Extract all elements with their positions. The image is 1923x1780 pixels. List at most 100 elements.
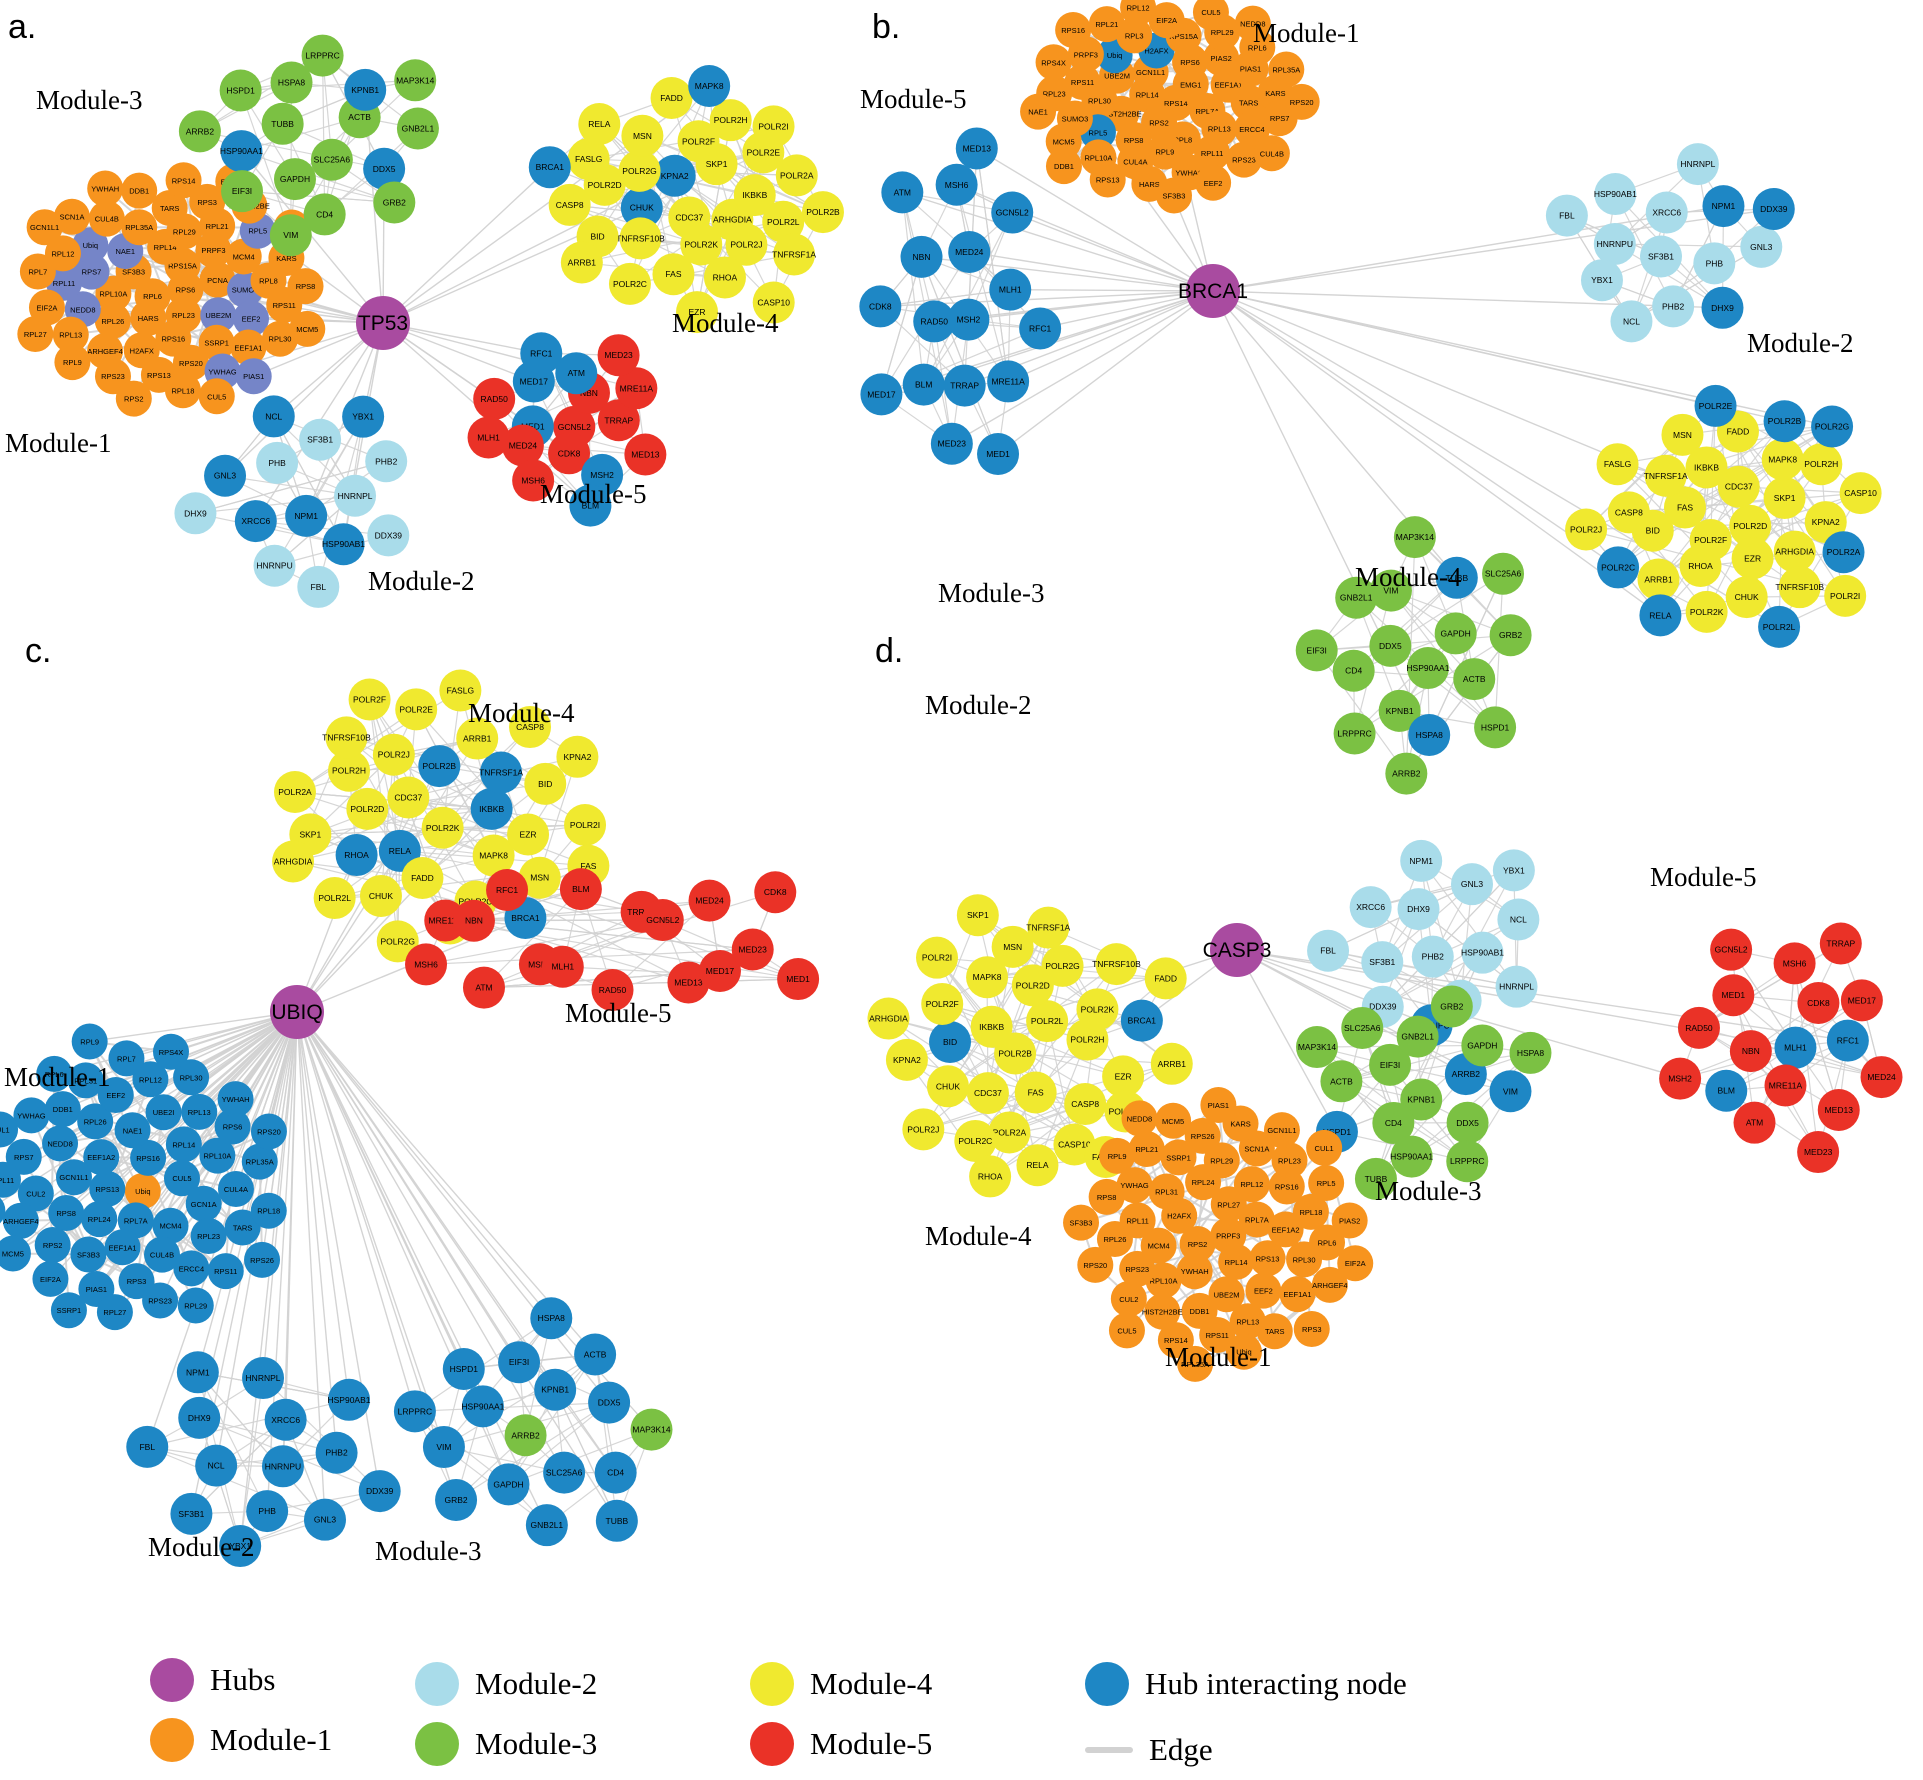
node-label: EIF2A xyxy=(1345,1259,1366,1268)
node-label: LRPPRC xyxy=(1450,1156,1484,1166)
node-label: CDC37 xyxy=(974,1088,1002,1098)
node-label: EZR xyxy=(520,830,537,840)
node-label: SKP1 xyxy=(299,829,321,839)
node-label: EMG1 xyxy=(1180,80,1201,89)
node-label: RPL11 xyxy=(0,1176,14,1185)
node-label: ARRB2 xyxy=(511,1430,540,1440)
node-label: ACTB xyxy=(1330,1076,1353,1086)
node-label: RHOA xyxy=(344,850,369,860)
node-label: CD4 xyxy=(1385,1118,1402,1128)
node-label: POLR2G xyxy=(622,166,657,176)
node-label: ACTB xyxy=(1463,674,1486,684)
node-label: POLR2F xyxy=(926,999,959,1009)
node-label: TUBB xyxy=(271,119,294,129)
node-label: GNB2L1 xyxy=(1401,1032,1434,1042)
node-label: PRPF3 xyxy=(1074,50,1098,59)
node-label: POLR2C xyxy=(613,279,647,289)
node-label: MED1 xyxy=(786,974,810,984)
node-label: EEF2 xyxy=(1204,179,1223,188)
node-label: GAPDH xyxy=(1467,1040,1497,1050)
module-label-module-5: Module-5 xyxy=(860,84,966,114)
node-label: SF3B3 xyxy=(77,1250,100,1259)
node-label: CUL2 xyxy=(1119,1295,1138,1304)
node-label: GRB2 xyxy=(444,1495,467,1505)
hub-label: TP53 xyxy=(358,312,408,335)
nodes-layer: PHB2DHX9HSP90AB1SF3B1GNL3PHBXRCC6NCLDDX3… xyxy=(867,840,1902,1382)
module3-swatch-icon xyxy=(415,1722,459,1766)
node-label: RPL7 xyxy=(28,268,47,277)
node-label: POLR2K xyxy=(1081,1004,1115,1014)
node-label: BRCA1 xyxy=(511,913,540,923)
node-label: H2AFX xyxy=(1167,1212,1191,1221)
node-label: RPS13 xyxy=(1256,1254,1280,1263)
node-label: MAP3K14 xyxy=(396,75,435,85)
node-label: POLR2C xyxy=(958,1136,992,1146)
node-label: MED13 xyxy=(631,450,660,460)
node-label: RPL12 xyxy=(139,1075,162,1084)
node-label: GAPDH xyxy=(493,1479,523,1489)
node-label: IKBKB xyxy=(979,1022,1004,1032)
node-label: EEF2 xyxy=(242,315,261,324)
node-label: POLR2E xyxy=(1699,401,1733,411)
node-label: RPL30 xyxy=(269,335,292,344)
node-label: RPS2 xyxy=(1188,1240,1208,1249)
node-label: MED24 xyxy=(695,896,724,906)
node-label: POLR2D xyxy=(588,180,622,190)
node-label: RPL12 xyxy=(1127,3,1150,12)
node-label: RPS23 xyxy=(101,372,125,381)
legend-label: Module-1 xyxy=(210,1722,332,1758)
node-label: TUBB xyxy=(606,1516,629,1526)
node-label: YWHAG xyxy=(208,367,237,376)
node-label: VIM xyxy=(436,1442,451,1452)
node-label: FADD xyxy=(1154,973,1177,983)
node-label: PHB2 xyxy=(325,1448,347,1458)
node-label: EEF1A1 xyxy=(234,343,262,352)
node-label: RPL5 xyxy=(248,227,267,236)
node-label: LRPPRC xyxy=(305,51,339,61)
legend-item-module5: Module-5 xyxy=(750,1722,932,1766)
node-label: NEDD8 xyxy=(70,305,95,314)
node-label: RPL3 xyxy=(1125,31,1144,40)
node-label: YWHAH xyxy=(91,185,119,194)
node-label: RPS2 xyxy=(124,395,144,404)
panel-letter: b. xyxy=(872,8,900,46)
node-label: PCNA xyxy=(207,276,228,285)
module-label-module-5: Module-5 xyxy=(540,479,646,509)
node-label: MRE11A xyxy=(620,383,654,393)
node-label: POLR2J xyxy=(907,1124,939,1134)
node-label: EIF2A xyxy=(37,304,58,313)
node-label: RPL23 xyxy=(172,311,195,320)
node-label: EEF1A1 xyxy=(109,1243,137,1252)
node-label: XRCC6 xyxy=(1356,902,1385,912)
node-label: RPL24 xyxy=(88,1215,111,1224)
node-label: YBX1 xyxy=(352,412,374,422)
node-label: BID xyxy=(943,1037,957,1047)
node-label: RPS3 xyxy=(127,1277,147,1286)
node-label: CDC37 xyxy=(394,792,422,802)
node-label: TNFRSF10B xyxy=(1775,582,1824,592)
node-label: RHOA xyxy=(713,272,738,282)
node-label: RPL7A xyxy=(1245,1215,1269,1224)
node-label: DDX39 xyxy=(366,1486,394,1496)
legend-label: Module-3 xyxy=(475,1726,597,1762)
node-label: POLR2H xyxy=(1804,459,1838,469)
node-label: CASP10 xyxy=(757,298,790,308)
module2-swatch-icon xyxy=(415,1662,459,1706)
node-label: HSPD1 xyxy=(450,1364,479,1374)
panel-c: POLR2KCDC37IKBKBRELAPOLR2BMAPK8POLR2DTNF… xyxy=(0,632,819,1567)
node-label: HSPA8 xyxy=(538,1313,566,1323)
node-label: RPL35A xyxy=(125,223,153,232)
node-label: POLR2B xyxy=(806,207,840,217)
node-label: HSPD1 xyxy=(1481,722,1510,732)
node-label: RPL7A xyxy=(124,1216,148,1225)
node-label: MSN xyxy=(1673,430,1692,440)
node-label: YBX1 xyxy=(1503,865,1525,875)
node-label: ARHGDIA xyxy=(274,857,313,867)
node-label: IKBKB xyxy=(1694,462,1719,472)
node-label: PIAS1 xyxy=(1208,1101,1229,1110)
node-label: MED17 xyxy=(706,966,735,976)
node-label: SLC25A6 xyxy=(314,155,351,165)
node-label: RPL10A xyxy=(1084,153,1112,162)
node-label: GNB2L1 xyxy=(402,124,435,134)
legend-label: Module-4 xyxy=(810,1666,932,1702)
